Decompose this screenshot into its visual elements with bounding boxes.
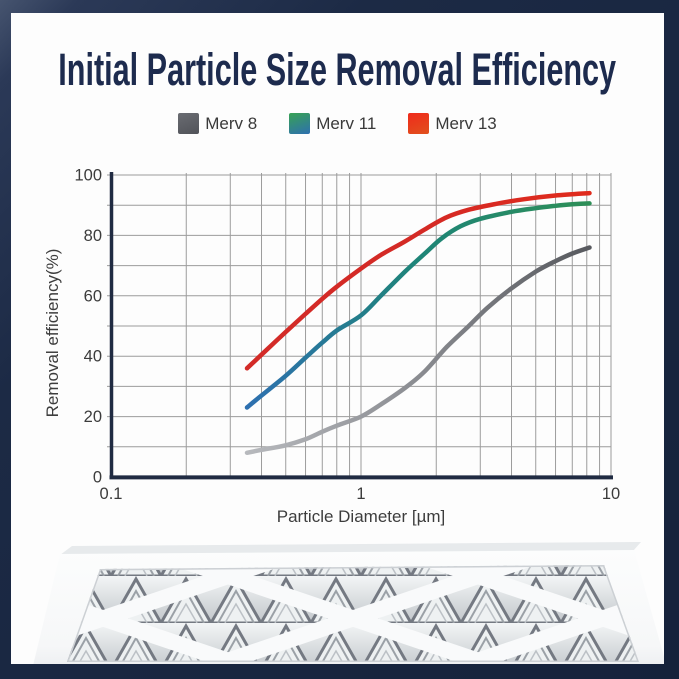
x-tick-label: 1	[356, 485, 365, 503]
y-tick-label: 60	[84, 287, 102, 305]
series-line-merv-11	[244, 201, 592, 410]
legend-label-merv-11: Merv 11	[316, 113, 377, 133]
air-filter-photo	[33, 542, 664, 664]
filter-pleats	[67, 565, 639, 662]
legend-label-merv-8: Merv 8	[205, 113, 258, 133]
legend-swatch-merv-13	[408, 113, 430, 134]
y-tick-label: 20	[84, 408, 102, 426]
legend-label-merv-13: Merv 13	[435, 113, 497, 133]
chart-legend: Merv 8 Merv 11 Merv 13	[11, 113, 664, 134]
legend-item-merv-13: Merv 13	[408, 113, 497, 134]
chart-series	[244, 190, 592, 456]
content-card: Initial Particle Size Removal Efficiency…	[11, 13, 664, 664]
efficiency-chart: Particle Diameter [µm] Removal efficienc…	[43, 167, 620, 527]
series-line-merv-13	[244, 190, 592, 371]
series-line-merv-8	[244, 245, 592, 456]
filter-lattice	[67, 565, 639, 662]
y-axis-title: Removal efficiency(%)	[43, 249, 62, 418]
legend-item-merv-11: Merv 11	[289, 113, 376, 134]
x-tick-label: 0.1	[100, 485, 123, 503]
y-tick-label: 80	[84, 227, 102, 245]
y-tick-label: 0	[93, 469, 102, 487]
legend-swatch-merv-11	[289, 113, 311, 134]
y-tick-label: 40	[84, 348, 102, 366]
legend-swatch-merv-8	[178, 113, 200, 134]
chart-gridlines	[107, 173, 612, 477]
page-title-row: Initial Particle Size Removal Efficiency	[11, 41, 664, 97]
page-title: Initial Particle Size Removal Efficiency	[58, 43, 617, 95]
x-axis-title: Particle Diameter [µm]	[277, 507, 446, 526]
legend-item-merv-8: Merv 8	[178, 113, 257, 134]
y-tick-label: 100	[74, 167, 102, 185]
x-tick-label: 10	[602, 485, 620, 503]
